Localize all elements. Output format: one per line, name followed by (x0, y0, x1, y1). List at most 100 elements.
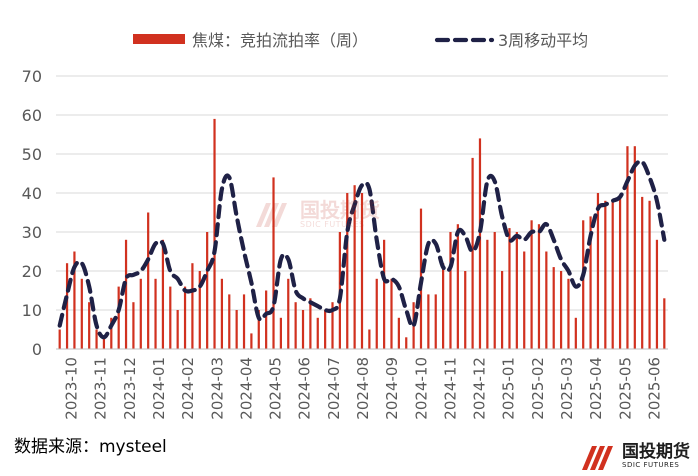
bar (486, 239, 489, 349)
axes: 0 10 20 30 40 50 60 70 2023-10 2023-11 2023-12 2024… (22, 67, 668, 420)
bar (537, 224, 541, 349)
bar (375, 278, 378, 349)
x-tick-label: 2023-11 (92, 357, 110, 420)
y-tick-label: 70 (22, 67, 42, 86)
brand-sub: SDIC FUTURES (622, 461, 680, 469)
bar (618, 196, 622, 349)
x-tick-label: 2024-10 (412, 357, 430, 420)
bar-series (58, 118, 666, 350)
bar (176, 310, 179, 349)
x-tick-label: 2024-04 (237, 357, 255, 420)
bar (235, 310, 238, 349)
bar (102, 337, 106, 349)
bar (582, 220, 585, 349)
bar (523, 251, 526, 349)
x-tick-label: 2024-07 (325, 357, 343, 420)
bar (73, 251, 76, 349)
bar (626, 146, 629, 349)
x-tick-label: 2025-03 (558, 357, 576, 420)
bar (65, 263, 69, 349)
bar (360, 193, 364, 349)
x-tick-label: 2025-02 (529, 357, 547, 420)
x-tick-label: 2024-01 (150, 357, 168, 420)
x-tick-label: 2023-10 (63, 357, 81, 420)
bar (493, 232, 496, 349)
bar (213, 118, 216, 350)
y-tick-label: 50 (22, 145, 42, 164)
bar (567, 278, 570, 349)
bar (397, 317, 400, 349)
bar (655, 239, 659, 349)
y-tick-label: 0 (32, 340, 42, 359)
y-tick-label: 60 (22, 106, 42, 125)
moving-average-line (57, 159, 667, 340)
bar (287, 278, 290, 349)
legend-swatch-bar (133, 34, 185, 44)
bar (633, 146, 636, 349)
bar (80, 278, 83, 349)
watermark-sub: SDIC FUTURES (300, 220, 365, 229)
bar (589, 216, 592, 349)
bar (331, 302, 334, 349)
bar (368, 329, 371, 349)
bar (552, 267, 555, 349)
bar (183, 286, 187, 349)
legend-label-line: 3周移动平均 (498, 31, 588, 50)
x-tick-label: 2025-05 (616, 357, 634, 420)
legend: 焦煤：竞拍流拍率（周） 3周移动平均 (133, 31, 588, 50)
bar (545, 251, 548, 349)
bar (147, 212, 150, 349)
bar (641, 196, 644, 349)
bar (309, 298, 312, 349)
bar (405, 337, 408, 349)
bar (596, 193, 600, 349)
bar (383, 239, 386, 349)
bar (294, 302, 297, 349)
bar (611, 200, 614, 349)
bar (257, 310, 260, 349)
x-tick-label: 2025-06 (645, 357, 663, 420)
bar (427, 294, 430, 349)
x-tick-label: 2025-01 (500, 357, 518, 420)
x-tick-label: 2024-11 (441, 357, 459, 420)
bar (154, 278, 157, 349)
bar (464, 271, 467, 349)
bar (449, 232, 452, 349)
bar (353, 185, 356, 349)
bar (324, 310, 327, 349)
bar (530, 220, 533, 349)
bar (124, 239, 128, 349)
bar (161, 239, 165, 349)
bar (434, 294, 437, 349)
bar (456, 224, 459, 349)
watermark-name: 国投期货 (300, 198, 380, 222)
watermark-logo: 国投期货 SDIC FUTURES (256, 200, 380, 229)
bar (117, 286, 120, 349)
bar (574, 317, 577, 349)
bar (508, 228, 511, 349)
y-tick-label: 40 (22, 184, 42, 203)
watermark-stripes-icon (256, 202, 287, 227)
bar (88, 302, 91, 349)
bar (242, 294, 246, 349)
bar (648, 200, 651, 349)
x-tick-label: 2025-04 (587, 357, 605, 420)
bar (169, 286, 172, 349)
line-series (57, 159, 667, 340)
source-note: 数据来源：mysteel (14, 437, 167, 457)
x-tick-label: 2024-02 (179, 357, 197, 420)
y-tick-label: 10 (22, 301, 42, 320)
x-tick-label: 2024-09 (383, 357, 401, 420)
bar (515, 232, 518, 349)
bar (390, 278, 393, 349)
bar (95, 329, 98, 349)
brand-logo: 国投期货 SDIC FUTURES (582, 444, 690, 470)
x-tick-label: 2024-05 (267, 357, 285, 420)
bar (500, 271, 504, 349)
x-tick-label: 2023-12 (121, 357, 139, 420)
bar (228, 294, 231, 349)
bar (301, 310, 305, 349)
bar (346, 193, 349, 349)
bar (110, 317, 113, 349)
